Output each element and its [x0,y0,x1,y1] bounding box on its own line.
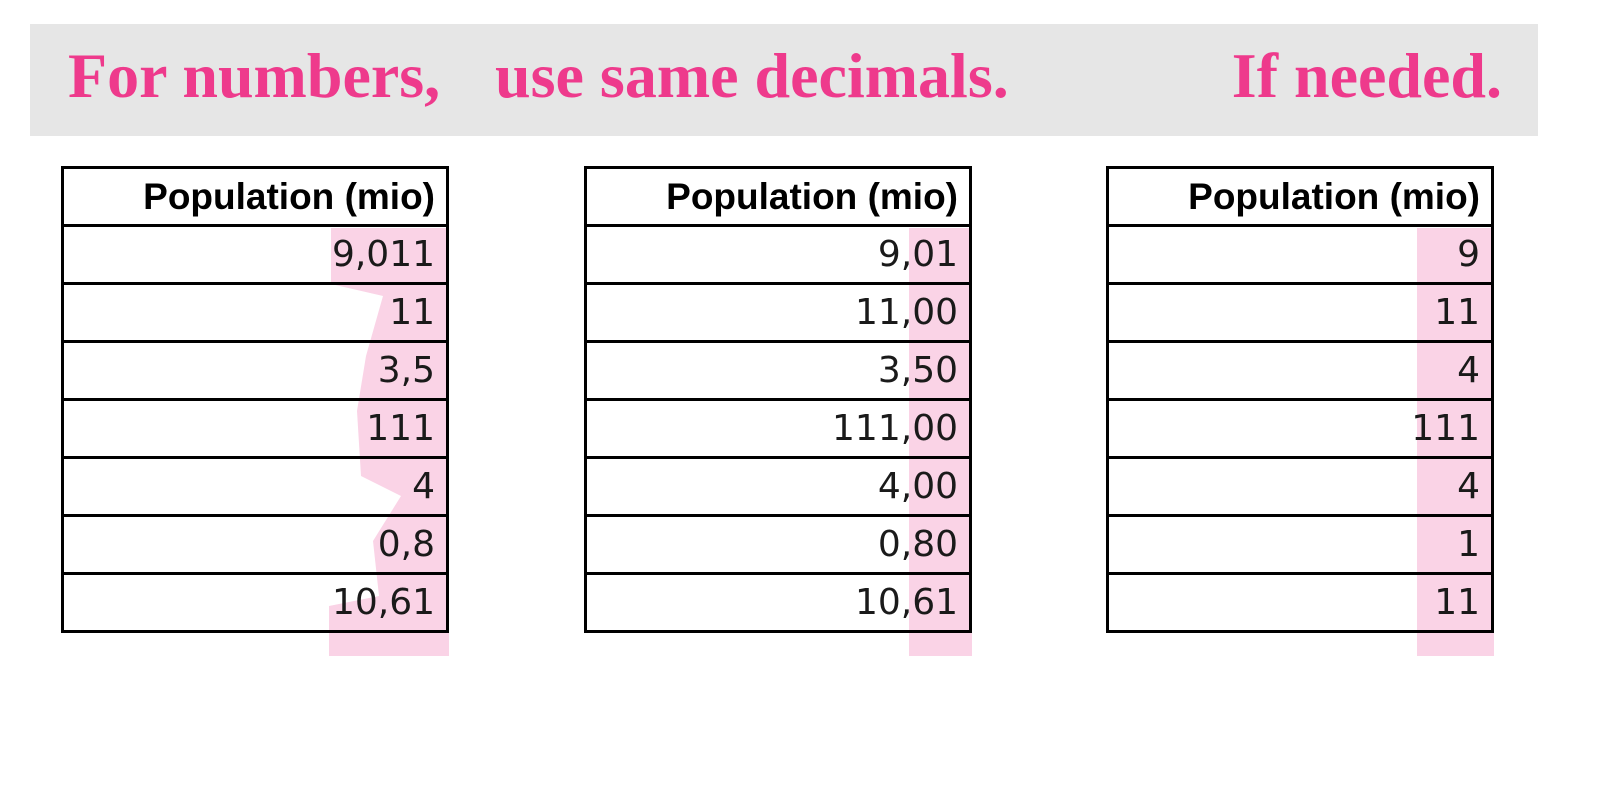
title-banner: For numbers, use same decimals. If neede… [30,24,1538,136]
table-cell: 1 [1106,514,1494,575]
table-mixed-decimals: Population (mio) 9,011 11 3,5 111 4 0,8 … [61,166,449,656]
table-same-decimals: Population (mio) 9,01 11,00 3,50 111,00 … [584,166,972,656]
table-cell: 0,80 [584,514,972,575]
table-cell: 10,61 [584,572,972,633]
table-cell: 111 [1106,398,1494,459]
banner-text-if-needed: If needed. [1231,40,1502,111]
table-cell: 3,5 [61,340,449,401]
table-cell: 4,00 [584,456,972,517]
table-cell: 11 [61,282,449,343]
table-cell: 9,011 [61,224,449,285]
column-header: Population (mio) [1106,166,1494,227]
table-cell: 4 [1106,340,1494,401]
table-cell: 0,8 [61,514,449,575]
table-cell: 3,50 [584,340,972,401]
table-cell: 11,00 [584,282,972,343]
banner-text-same-decimals: use same decimals. [495,40,1009,111]
table-cell: 4 [1106,456,1494,517]
table-cell: 10,61 [61,572,449,633]
table-cell: 111 [61,398,449,459]
banner-text-for-numbers: For numbers, [68,40,441,111]
table-cell: 11 [1106,572,1494,633]
table-rounded-integers: Population (mio) 9 11 4 111 4 1 11 [1106,166,1494,656]
table-cell: 9 [1106,224,1494,285]
column-header: Population (mio) [61,166,449,227]
table-cell: 9,01 [584,224,972,285]
table-cell: 4 [61,456,449,517]
table-cell: 11 [1106,282,1494,343]
table-cell: 111,00 [584,398,972,459]
column-header: Population (mio) [584,166,972,227]
